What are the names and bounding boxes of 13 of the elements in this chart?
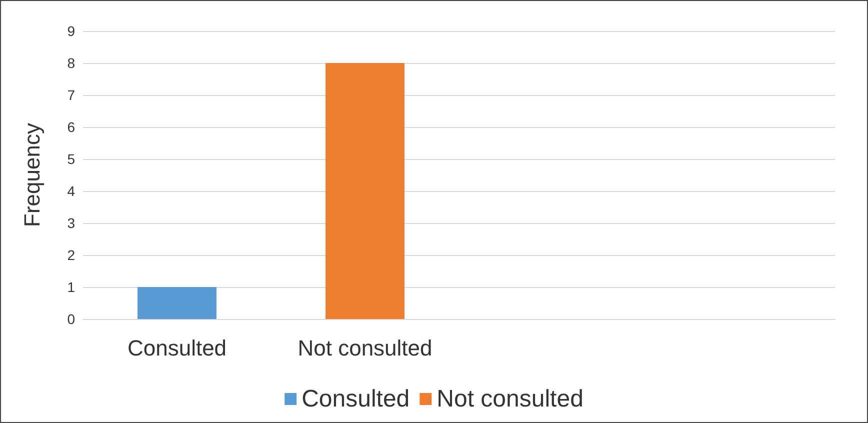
y-tick-label: 9 [67,23,76,39]
y-tick-label: 8 [67,55,76,71]
y-tick-label: 7 [67,87,76,103]
legend-label: Consulted [302,386,410,412]
y-tick-label: 5 [67,151,76,167]
y-tick-label: 3 [67,215,76,231]
y-tick-label: 6 [67,119,76,135]
y-tick-label: 4 [67,183,76,199]
y-tick-label: 2 [67,247,76,263]
y-axis-title: Frequency [20,123,44,227]
y-tick-label: 0 [67,311,76,327]
y-tick-label: 1 [67,279,76,295]
legend-label: Not consulted [436,386,584,412]
